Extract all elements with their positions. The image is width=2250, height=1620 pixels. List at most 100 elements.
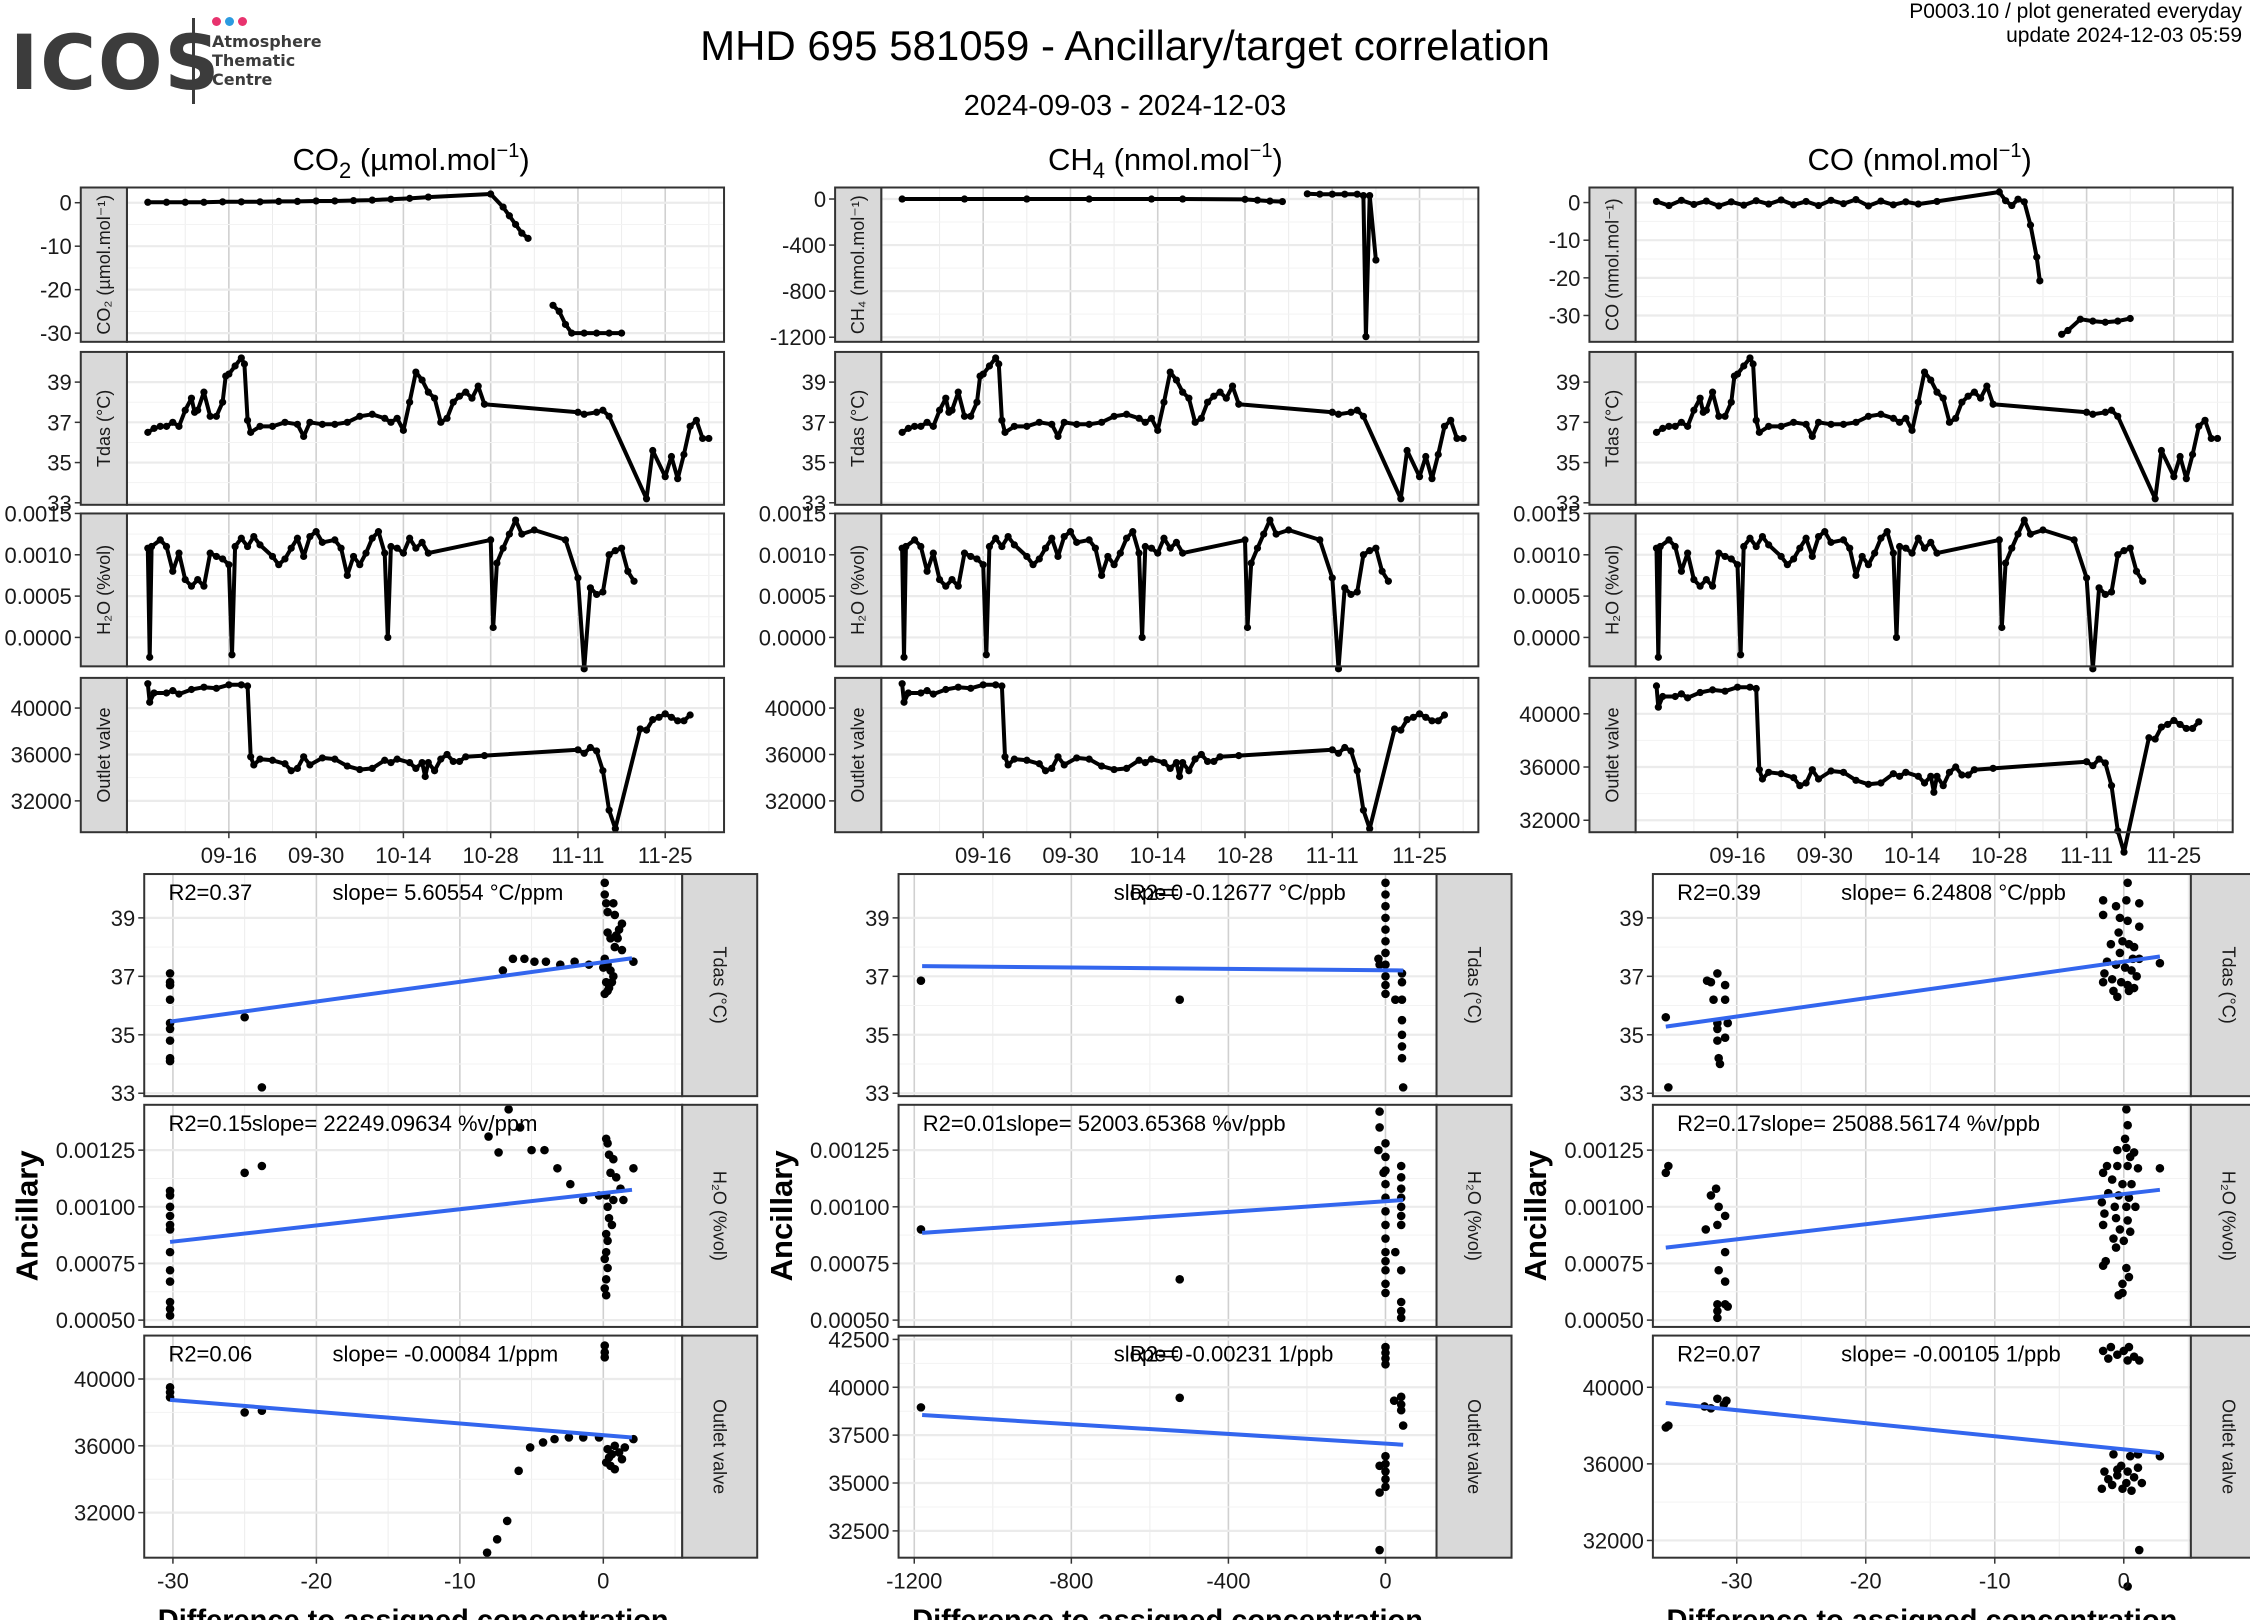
scatter-point: [610, 942, 620, 952]
slope-label: slope= -0.00105 1/ppb: [1841, 1342, 2061, 1367]
scatter-point: [2111, 1213, 2121, 1223]
panel-background: [1652, 874, 2191, 1097]
series-point: [942, 685, 950, 694]
series-point: [1790, 774, 1798, 782]
series-point: [1814, 418, 1823, 426]
scatter-point: [2122, 896, 2131, 905]
scatter-point: [1381, 980, 1390, 990]
x-tick-label: 10-28: [1217, 843, 1273, 868]
strip-label: Outlet valve: [2218, 1399, 2238, 1494]
scatter-point: [165, 1297, 175, 1307]
series-point: [200, 582, 208, 590]
series-point: [982, 651, 990, 659]
series-point: [1328, 190, 1336, 198]
y-tick-label: 37500: [828, 1423, 889, 1448]
x-tick-label: -10: [444, 1569, 476, 1594]
series-point: [2182, 724, 2190, 733]
scatter-point: [2098, 1261, 2108, 1271]
series-point: [1671, 422, 1679, 430]
scatter-point: [1397, 1030, 1407, 1040]
series-point: [1702, 197, 1710, 205]
series-point: [617, 329, 626, 337]
series-point: [1085, 755, 1093, 763]
series-point: [175, 690, 183, 698]
series-point: [2188, 724, 2197, 733]
series-point: [1796, 782, 1804, 790]
scatter-point: [2133, 1163, 2143, 1173]
series-point: [368, 764, 376, 772]
scatter-point: [1381, 1179, 1390, 1189]
y-tick-label: 0: [1568, 191, 1580, 216]
series-point: [505, 530, 513, 538]
series-point: [430, 394, 439, 402]
scatter-point: [617, 945, 627, 955]
series-point: [1708, 388, 1717, 396]
series-point: [1147, 544, 1156, 552]
strip-background: [1435, 873, 1513, 1098]
series-point: [237, 354, 245, 362]
series-point: [1790, 555, 1798, 563]
series-point: [929, 422, 937, 430]
y-tick-label: 32000: [11, 789, 72, 814]
series-point: [424, 549, 432, 557]
y-tick-label: 32000: [1519, 808, 1580, 833]
strip-label: CH₄ (nmol.mol⁻¹): [848, 195, 868, 334]
slope-label: slope= 22249.09634 %v/ppm: [252, 1111, 538, 1136]
y-tick-label: 0.00050: [810, 1308, 890, 1333]
series-point: [1652, 682, 1661, 690]
panel-background: [881, 513, 1479, 667]
scatter-point: [2103, 1354, 2113, 1363]
series-point: [1733, 370, 1742, 378]
scatter-point: [566, 1179, 575, 1189]
series-point: [593, 408, 601, 416]
series-point: [418, 376, 426, 384]
series-point: [474, 382, 482, 390]
series-point: [1359, 191, 1368, 200]
scatter-point: [1375, 960, 1384, 969]
scatter-point: [2131, 1202, 2140, 1212]
series-point: [2132, 567, 2141, 575]
scatter-point: [1381, 1451, 1390, 1461]
series-point: [1945, 768, 1954, 776]
series-point: [312, 528, 320, 536]
scatter-point: [604, 1213, 614, 1223]
timeseries-panel-co-tdas: Tdas (°C): [1583, 350, 2234, 506]
scatter-point: [606, 1168, 615, 1178]
series-point: [1197, 750, 1205, 759]
series-point: [362, 549, 370, 557]
scatter-panel-co-tdas: [1646, 873, 2250, 1098]
series-point: [1060, 761, 1068, 769]
r2-label: R2=0.01: [923, 1111, 1007, 1136]
scatter-point: [1381, 1474, 1390, 1484]
scatter-point: [619, 1195, 628, 1205]
series-point: [998, 416, 1006, 424]
series-point: [574, 746, 582, 754]
panel-background: [881, 351, 1479, 505]
regression-line: [921, 1198, 1404, 1235]
series-point: [169, 418, 177, 426]
series-point: [384, 633, 392, 642]
x-tick-label: -20: [300, 1569, 332, 1594]
series-point: [1166, 764, 1174, 772]
series-point: [1902, 544, 1910, 552]
series-point: [275, 561, 283, 569]
y-tick-label: 0.0005: [4, 584, 71, 609]
series-point: [1122, 534, 1131, 542]
series-point: [406, 194, 414, 202]
series-point: [1366, 547, 1374, 555]
series-point: [2114, 317, 2122, 325]
series-point: [1933, 772, 1941, 780]
series-point: [1895, 418, 1904, 426]
series-point: [2082, 758, 2091, 766]
timeseries-panel-co2-co2: CO₂ (µmol.mol⁻¹): [74, 186, 726, 343]
scatter-point: [1396, 1161, 1406, 1171]
scatter-point: [1381, 913, 1390, 923]
series-point: [268, 756, 277, 764]
scatter-point: [2134, 922, 2144, 931]
series-point: [368, 410, 376, 418]
series-point: [1877, 197, 1885, 205]
series-point: [487, 190, 495, 198]
scatter-point: [540, 1145, 549, 1155]
series-point: [356, 765, 364, 774]
scatter-point: [165, 1304, 175, 1314]
